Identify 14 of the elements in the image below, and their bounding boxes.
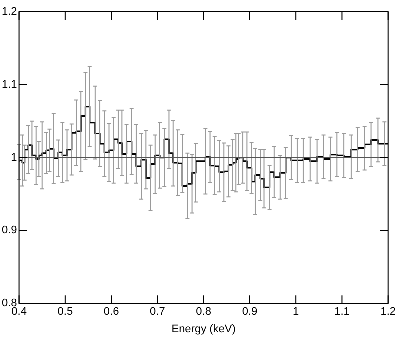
x-tick-label: 1: [293, 306, 300, 318]
x-tick-label: 0.6: [104, 306, 120, 318]
x-axis-title: Energy (keV): [172, 323, 236, 336]
x-tick-label: 0.7: [150, 306, 166, 318]
x-tick-label: 0.5: [58, 306, 74, 318]
y-tick-label: 1: [11, 152, 18, 164]
y-tick-label: 0.9: [2, 224, 18, 237]
x-tick-label: 0.4: [12, 306, 27, 318]
x-tick-label: 0.9: [242, 306, 258, 318]
x-tick-label: 0.8: [196, 306, 212, 318]
x-tick-label: 1.2: [380, 306, 396, 318]
y-tick-label: 1.2: [2, 6, 18, 18]
y-tick-label: 1.1: [2, 78, 18, 91]
x-tick-label: 1.1: [334, 306, 350, 318]
